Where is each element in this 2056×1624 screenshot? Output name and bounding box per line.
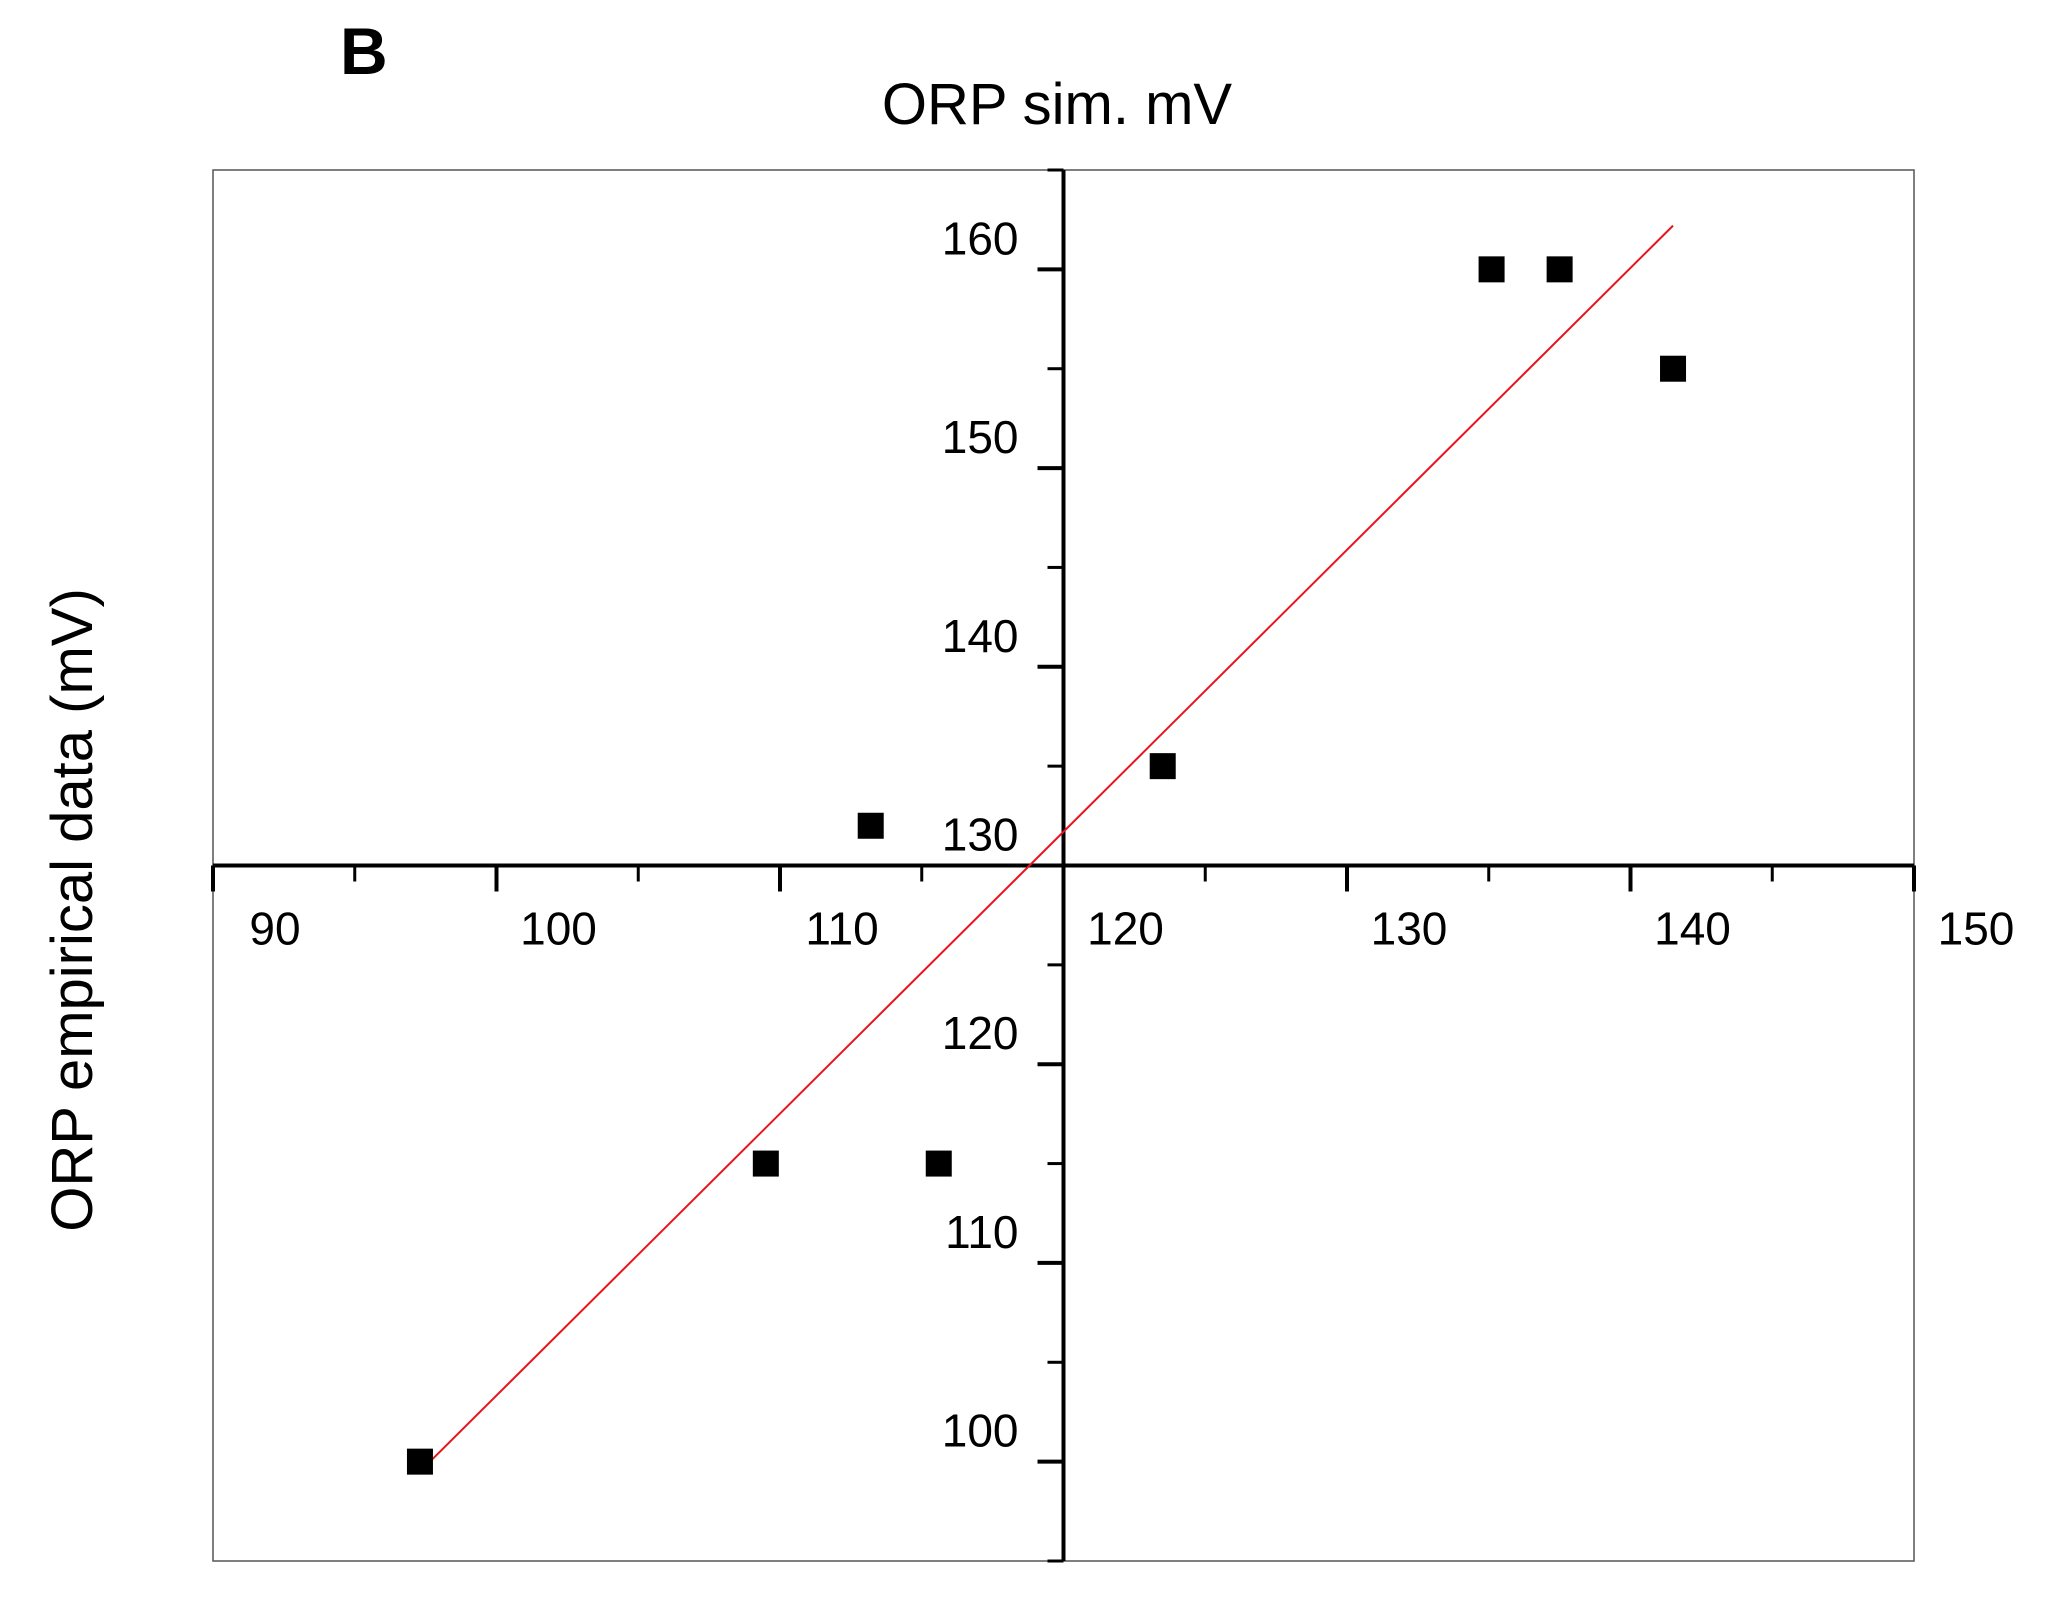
data-point <box>1546 256 1573 283</box>
data-point <box>406 1448 433 1475</box>
y-tick-label: 120 <box>942 1007 1019 1059</box>
data-point <box>857 812 884 839</box>
y-tick-label: 130 <box>942 809 1019 861</box>
data-point <box>1660 355 1687 382</box>
y-tick-label: 150 <box>942 411 1019 463</box>
y-tick-label: 140 <box>942 610 1019 662</box>
data-point <box>1478 256 1505 283</box>
x-tick-label: 110 <box>805 903 878 955</box>
y-tick-label: 100 <box>942 1405 1019 1457</box>
y-tick-label: 110 <box>945 1206 1018 1258</box>
x-axis-ticks: 90 100 110 120 130 140 150 <box>211 865 2015 955</box>
y-axis-ticks: 100 110 120 130 140 150 160 <box>942 168 1064 1563</box>
x-tick-label: 130 <box>1371 903 1448 955</box>
y-axis-title: ORP empirical data (mV) <box>40 588 105 1232</box>
data-point <box>752 1150 779 1177</box>
x-tick-label: 120 <box>1087 903 1164 955</box>
fit-line <box>419 224 1674 1473</box>
x-tick-label: 90 <box>249 903 300 955</box>
panel-label: B <box>340 14 388 88</box>
data-point <box>925 1150 952 1177</box>
data-point <box>1149 753 1176 780</box>
data-points <box>406 256 1687 1475</box>
y-tick-label: 160 <box>942 212 1019 264</box>
x-tick-label: 140 <box>1654 903 1731 955</box>
x-tick-label: 150 <box>1938 903 2015 955</box>
x-axis-title: ORP sim. mV <box>882 72 1232 137</box>
x-tick-label: 100 <box>520 903 597 955</box>
